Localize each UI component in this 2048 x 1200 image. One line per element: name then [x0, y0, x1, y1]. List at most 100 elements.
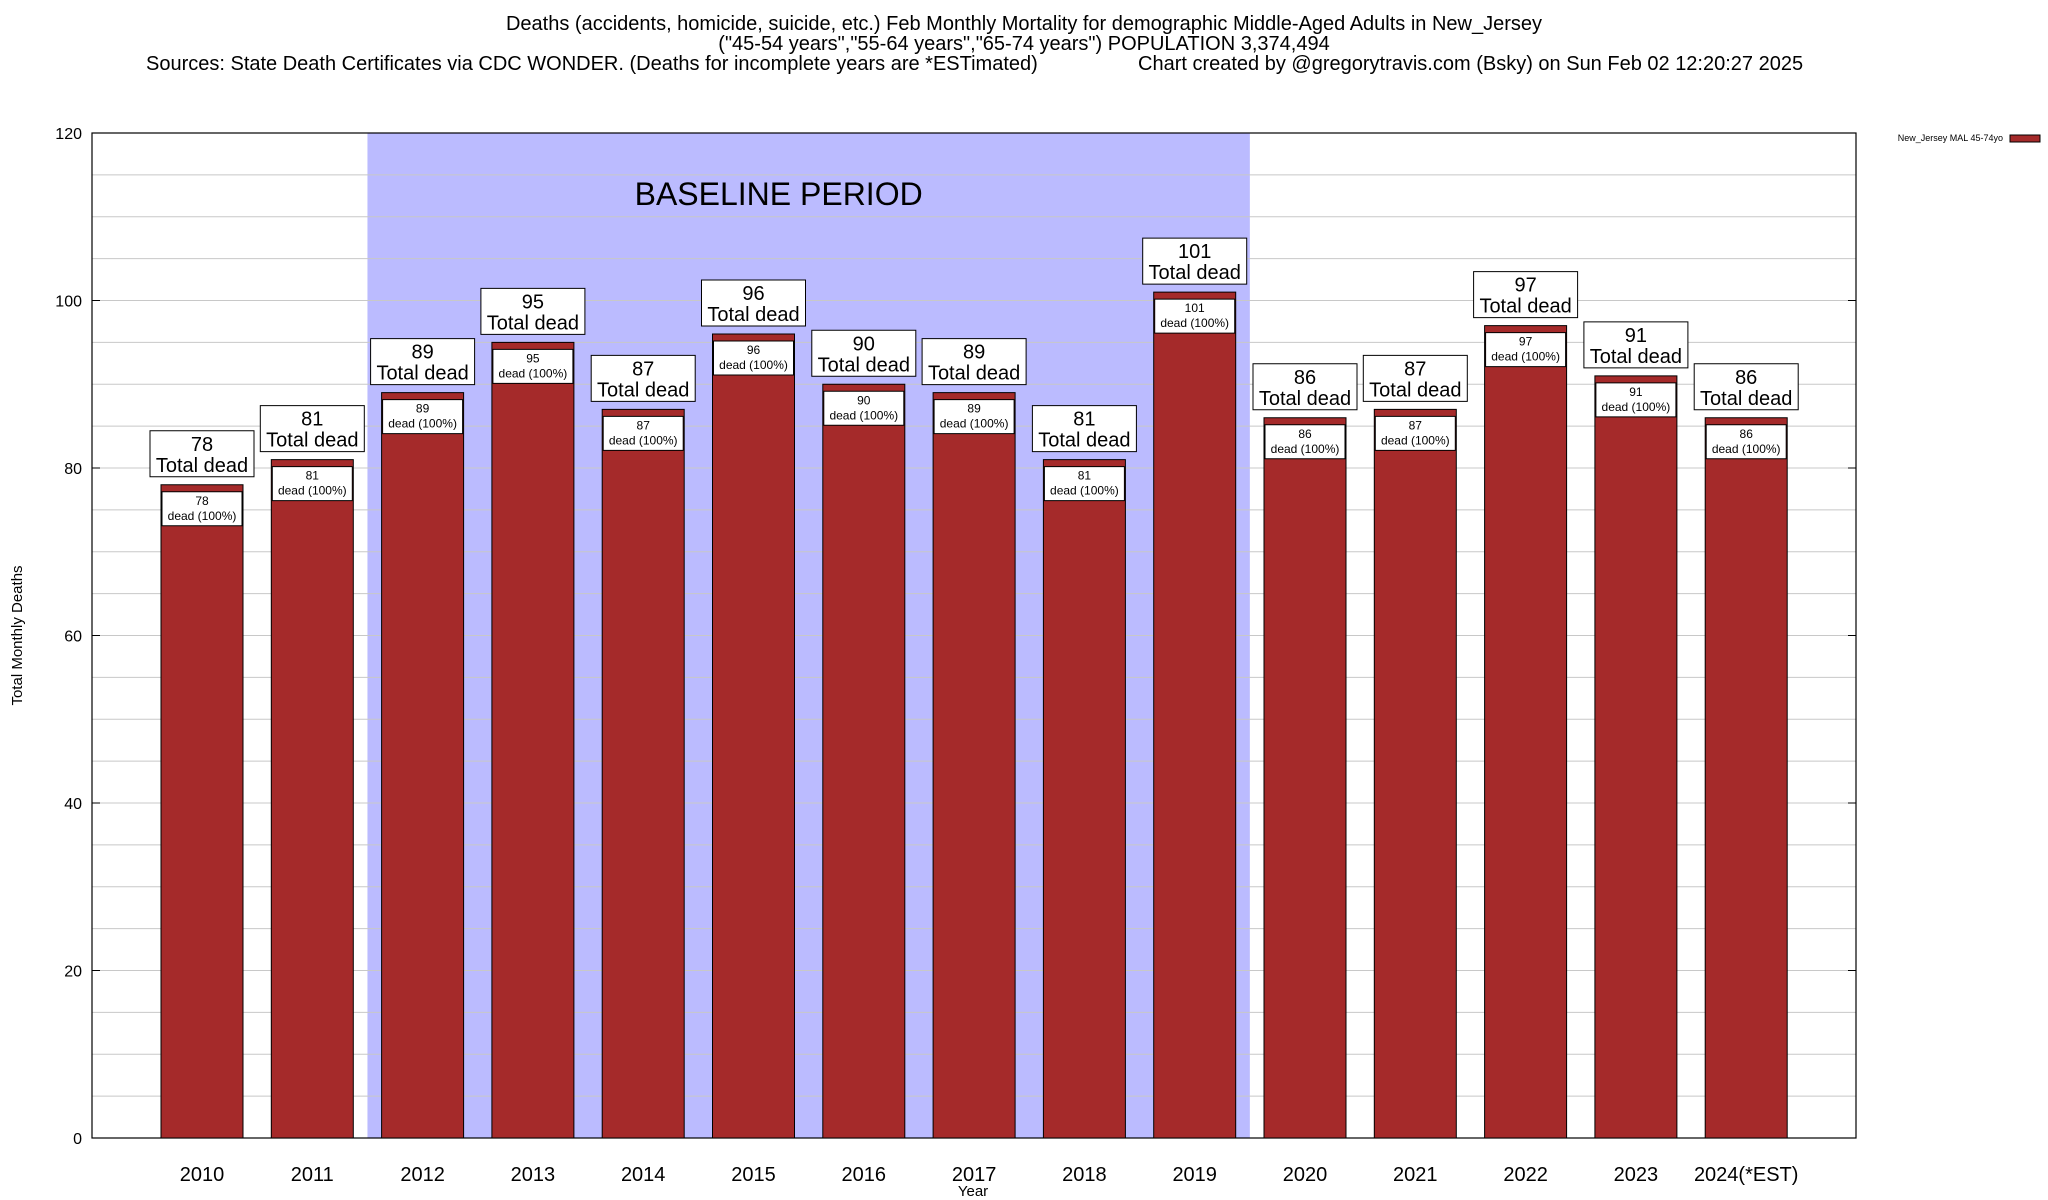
x-tick-label: 2013	[511, 1164, 556, 1186]
chart-header: Deaths (accidents, homicide, suicide, et…	[0, 14, 2048, 54]
bar-inner-percent: dead (100%)	[168, 509, 237, 523]
y-tick-label: 0	[73, 1131, 82, 1148]
y-tick-label: 40	[64, 796, 82, 813]
bar-inner-percent: dead (100%)	[1381, 433, 1450, 447]
bar-inner-value: 90	[857, 393, 871, 407]
bar-top-total-dead: Total dead	[707, 304, 799, 326]
bar-top-total-dead: Total dead	[597, 379, 689, 401]
x-tick-label: 2023	[1614, 1164, 1659, 1186]
bar-top-label-box	[1252, 363, 1358, 411]
bar	[1263, 417, 1347, 1139]
bar-inner-label-box	[602, 415, 684, 451]
bar-top-label-box	[480, 287, 586, 335]
bar-top-value: 97	[1514, 275, 1536, 297]
bar-top-value: 87	[632, 358, 654, 380]
bar-inner-label-box	[1154, 298, 1236, 334]
bar	[381, 392, 465, 1139]
y-tick-label: 120	[55, 126, 82, 143]
baseline-period-label: BASELINE PERIOD	[635, 176, 923, 212]
x-tick-label: 2022	[1503, 1164, 1548, 1186]
bar-inner-value: 81	[306, 469, 320, 483]
bar-top-value: 78	[191, 434, 213, 456]
bar-top-value: 89	[963, 342, 985, 364]
bar-top-label-box	[259, 405, 365, 453]
bar-top-total-dead: Total dead	[928, 363, 1020, 385]
bar-top-label-box	[811, 329, 917, 377]
bar-top-label-box	[149, 430, 255, 478]
chart-title: Deaths (accidents, homicide, suicide, et…	[505, 13, 1542, 35]
x-tick-label: 2012	[400, 1164, 445, 1186]
bar-inner-label-box	[271, 466, 353, 502]
x-tick-label: 2016	[842, 1164, 887, 1186]
bar-inner-percent: dead (100%)	[278, 484, 347, 498]
bar-inner-label-box	[933, 399, 1015, 435]
bar-top-value: 89	[411, 342, 433, 364]
bar-inner-percent: dead (100%)	[1712, 442, 1781, 456]
bar-inner-percent: dead (100%)	[1491, 350, 1560, 364]
bar-inner-label-box	[1595, 382, 1677, 418]
bar	[1704, 417, 1788, 1139]
bar-inner-value: 95	[526, 351, 540, 365]
bar-top-total-dead: Total dead	[1369, 379, 1461, 401]
bar-top-value: 86	[1735, 367, 1757, 389]
bar-inner-percent: dead (100%)	[829, 408, 898, 422]
bar-inner-label-box	[161, 491, 243, 527]
bar-top-total-dead: Total dead	[156, 455, 248, 477]
bar-inner-label-box	[382, 399, 464, 435]
bar-inner-percent: dead (100%)	[1602, 400, 1671, 414]
bar-inner-label-box	[1043, 466, 1125, 502]
bar-top-value: 87	[1404, 358, 1426, 380]
bar-top-value: 101	[1178, 241, 1211, 263]
bar-top-total-dead: Total dead	[818, 354, 910, 376]
bar-top-total-dead: Total dead	[376, 363, 468, 385]
bar-top-value: 86	[1294, 367, 1316, 389]
bar-top-value: 81	[301, 409, 323, 431]
bar-inner-value: 81	[1078, 469, 1092, 483]
x-tick-label: 2021	[1393, 1164, 1438, 1186]
x-axis-label: Year	[958, 1183, 988, 1200]
bar-inner-label-box	[823, 390, 905, 426]
bar-inner-label-box	[713, 340, 794, 376]
y-tick-label: 80	[64, 461, 82, 478]
bar	[270, 459, 354, 1139]
bar-top-label-box	[921, 338, 1027, 386]
bar	[160, 484, 244, 1139]
bar-top-value: 91	[1625, 325, 1647, 347]
bar	[1042, 459, 1126, 1139]
bar-inner-value: 96	[747, 343, 761, 357]
bar-top-label-box	[1142, 237, 1248, 285]
sources-text: Sources: State Death Certificates via CD…	[146, 53, 1038, 75]
bar-top-label-box	[590, 354, 696, 402]
chart-subtitle: ("45-54 years","55-64 years","65-74 year…	[718, 33, 1330, 55]
bar	[712, 333, 795, 1139]
bar-inner-percent: dead (100%)	[940, 417, 1009, 431]
bar-inner-value: 86	[1740, 427, 1754, 441]
bar-inner-value: 86	[1298, 427, 1312, 441]
bar-inner-value: 87	[1409, 418, 1423, 432]
bar-inner-value: 97	[1519, 335, 1533, 349]
x-tick-label: 2015	[731, 1164, 776, 1186]
bar-inner-value: 89	[967, 402, 981, 416]
bar-top-total-dead: Total dead	[1590, 346, 1682, 368]
bar-inner-value: 91	[1629, 385, 1643, 399]
bar-top-total-dead: Total dead	[1479, 296, 1571, 318]
bar-top-label-box	[701, 279, 806, 327]
bar-top-total-dead: Total dead	[1149, 262, 1241, 284]
y-axis-label: Total Monthly Deaths	[9, 565, 26, 705]
bar-top-total-dead: Total dead	[1259, 388, 1351, 410]
bar-inner-value: 87	[637, 418, 651, 432]
bar-inner-label-box	[1485, 332, 1567, 368]
bar	[491, 341, 575, 1139]
bar	[1484, 325, 1568, 1139]
bar-inner-label-box	[1705, 424, 1787, 460]
bar-inner-label-box	[1264, 424, 1346, 460]
bar	[822, 383, 906, 1139]
x-tick-label: 2017	[952, 1164, 997, 1186]
x-tick-label: 2024(*EST)	[1694, 1164, 1799, 1186]
x-tick-label: 2010	[180, 1164, 225, 1186]
bar-inner-value: 101	[1185, 301, 1205, 315]
bar-top-value: 96	[742, 283, 764, 305]
bar-top-label-box	[1473, 271, 1579, 319]
bar-top-value: 81	[1073, 409, 1095, 431]
y-tick-label: 20	[64, 964, 82, 981]
